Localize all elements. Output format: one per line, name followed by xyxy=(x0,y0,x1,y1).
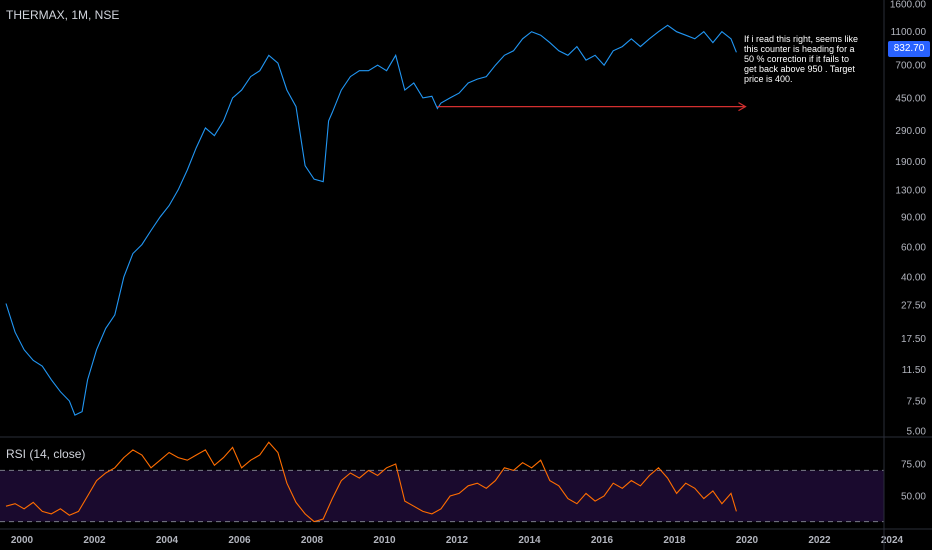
price-tick-label: 5.00 xyxy=(907,427,927,438)
price-tick-label: 450.00 xyxy=(895,93,926,104)
price-tick-label: 17.50 xyxy=(901,334,926,345)
chart-title: THERMAX, 1M, NSE xyxy=(6,8,120,22)
last-price-badge: 832.70 xyxy=(888,41,930,57)
time-tick-label: 2024 xyxy=(881,535,904,546)
time-tick-label: 2012 xyxy=(446,535,469,546)
annotation-arrow xyxy=(437,102,747,112)
price-axis[interactable]: 1600.00 1100.00 700.00 450.00 290.00 190.00 13… xyxy=(890,0,927,438)
rsi-axis[interactable]: 75.00 50.00 xyxy=(901,460,926,503)
price-tick-label: 60.00 xyxy=(901,243,926,254)
time-tick-label: 2008 xyxy=(301,535,324,546)
time-tick-label: 2006 xyxy=(228,535,251,546)
rsi-pane-title: RSI (14, close) xyxy=(6,447,86,461)
time-tick-label: 2018 xyxy=(663,535,686,546)
price-tick-label: 190.00 xyxy=(895,157,926,168)
price-tick-label: 90.00 xyxy=(901,213,926,224)
price-tick-label: 130.00 xyxy=(895,185,926,196)
price-tick-label: 290.00 xyxy=(895,126,926,137)
rsi-tick-label: 75.00 xyxy=(901,460,926,471)
price-tick-label: 1600.00 xyxy=(890,0,927,11)
time-tick-label: 2000 xyxy=(11,535,34,546)
rsi-band xyxy=(0,470,884,522)
annotation-note[interactable]: If i read this right, seems like this co… xyxy=(744,34,859,84)
price-tick-label: 700.00 xyxy=(895,61,926,72)
rsi-guide-lines xyxy=(0,469,884,523)
price-tick-label: 27.50 xyxy=(901,300,926,311)
rsi-tick-label: 50.00 xyxy=(901,492,926,503)
time-tick-label: 2022 xyxy=(808,535,831,546)
time-tick-label: 2014 xyxy=(518,535,541,546)
price-tick-label: 7.50 xyxy=(907,396,927,407)
price-tick-label: 40.00 xyxy=(901,273,926,284)
price-series-line xyxy=(5,24,737,416)
rsi-series-line xyxy=(5,441,737,523)
price-tick-label: 1100.00 xyxy=(891,27,927,38)
time-tick-label: 2016 xyxy=(591,535,614,546)
time-tick-label: 2004 xyxy=(156,535,179,546)
time-tick-label: 2010 xyxy=(373,535,396,546)
time-axis[interactable]: 2000 2002 2004 2006 2008 2010 2012 2014 2016 2018… xyxy=(11,535,904,546)
time-tick-label: 2020 xyxy=(736,535,759,546)
arrow-head xyxy=(738,102,747,112)
time-tick-label: 2002 xyxy=(83,535,106,546)
price-tick-label: 11.50 xyxy=(902,365,927,376)
